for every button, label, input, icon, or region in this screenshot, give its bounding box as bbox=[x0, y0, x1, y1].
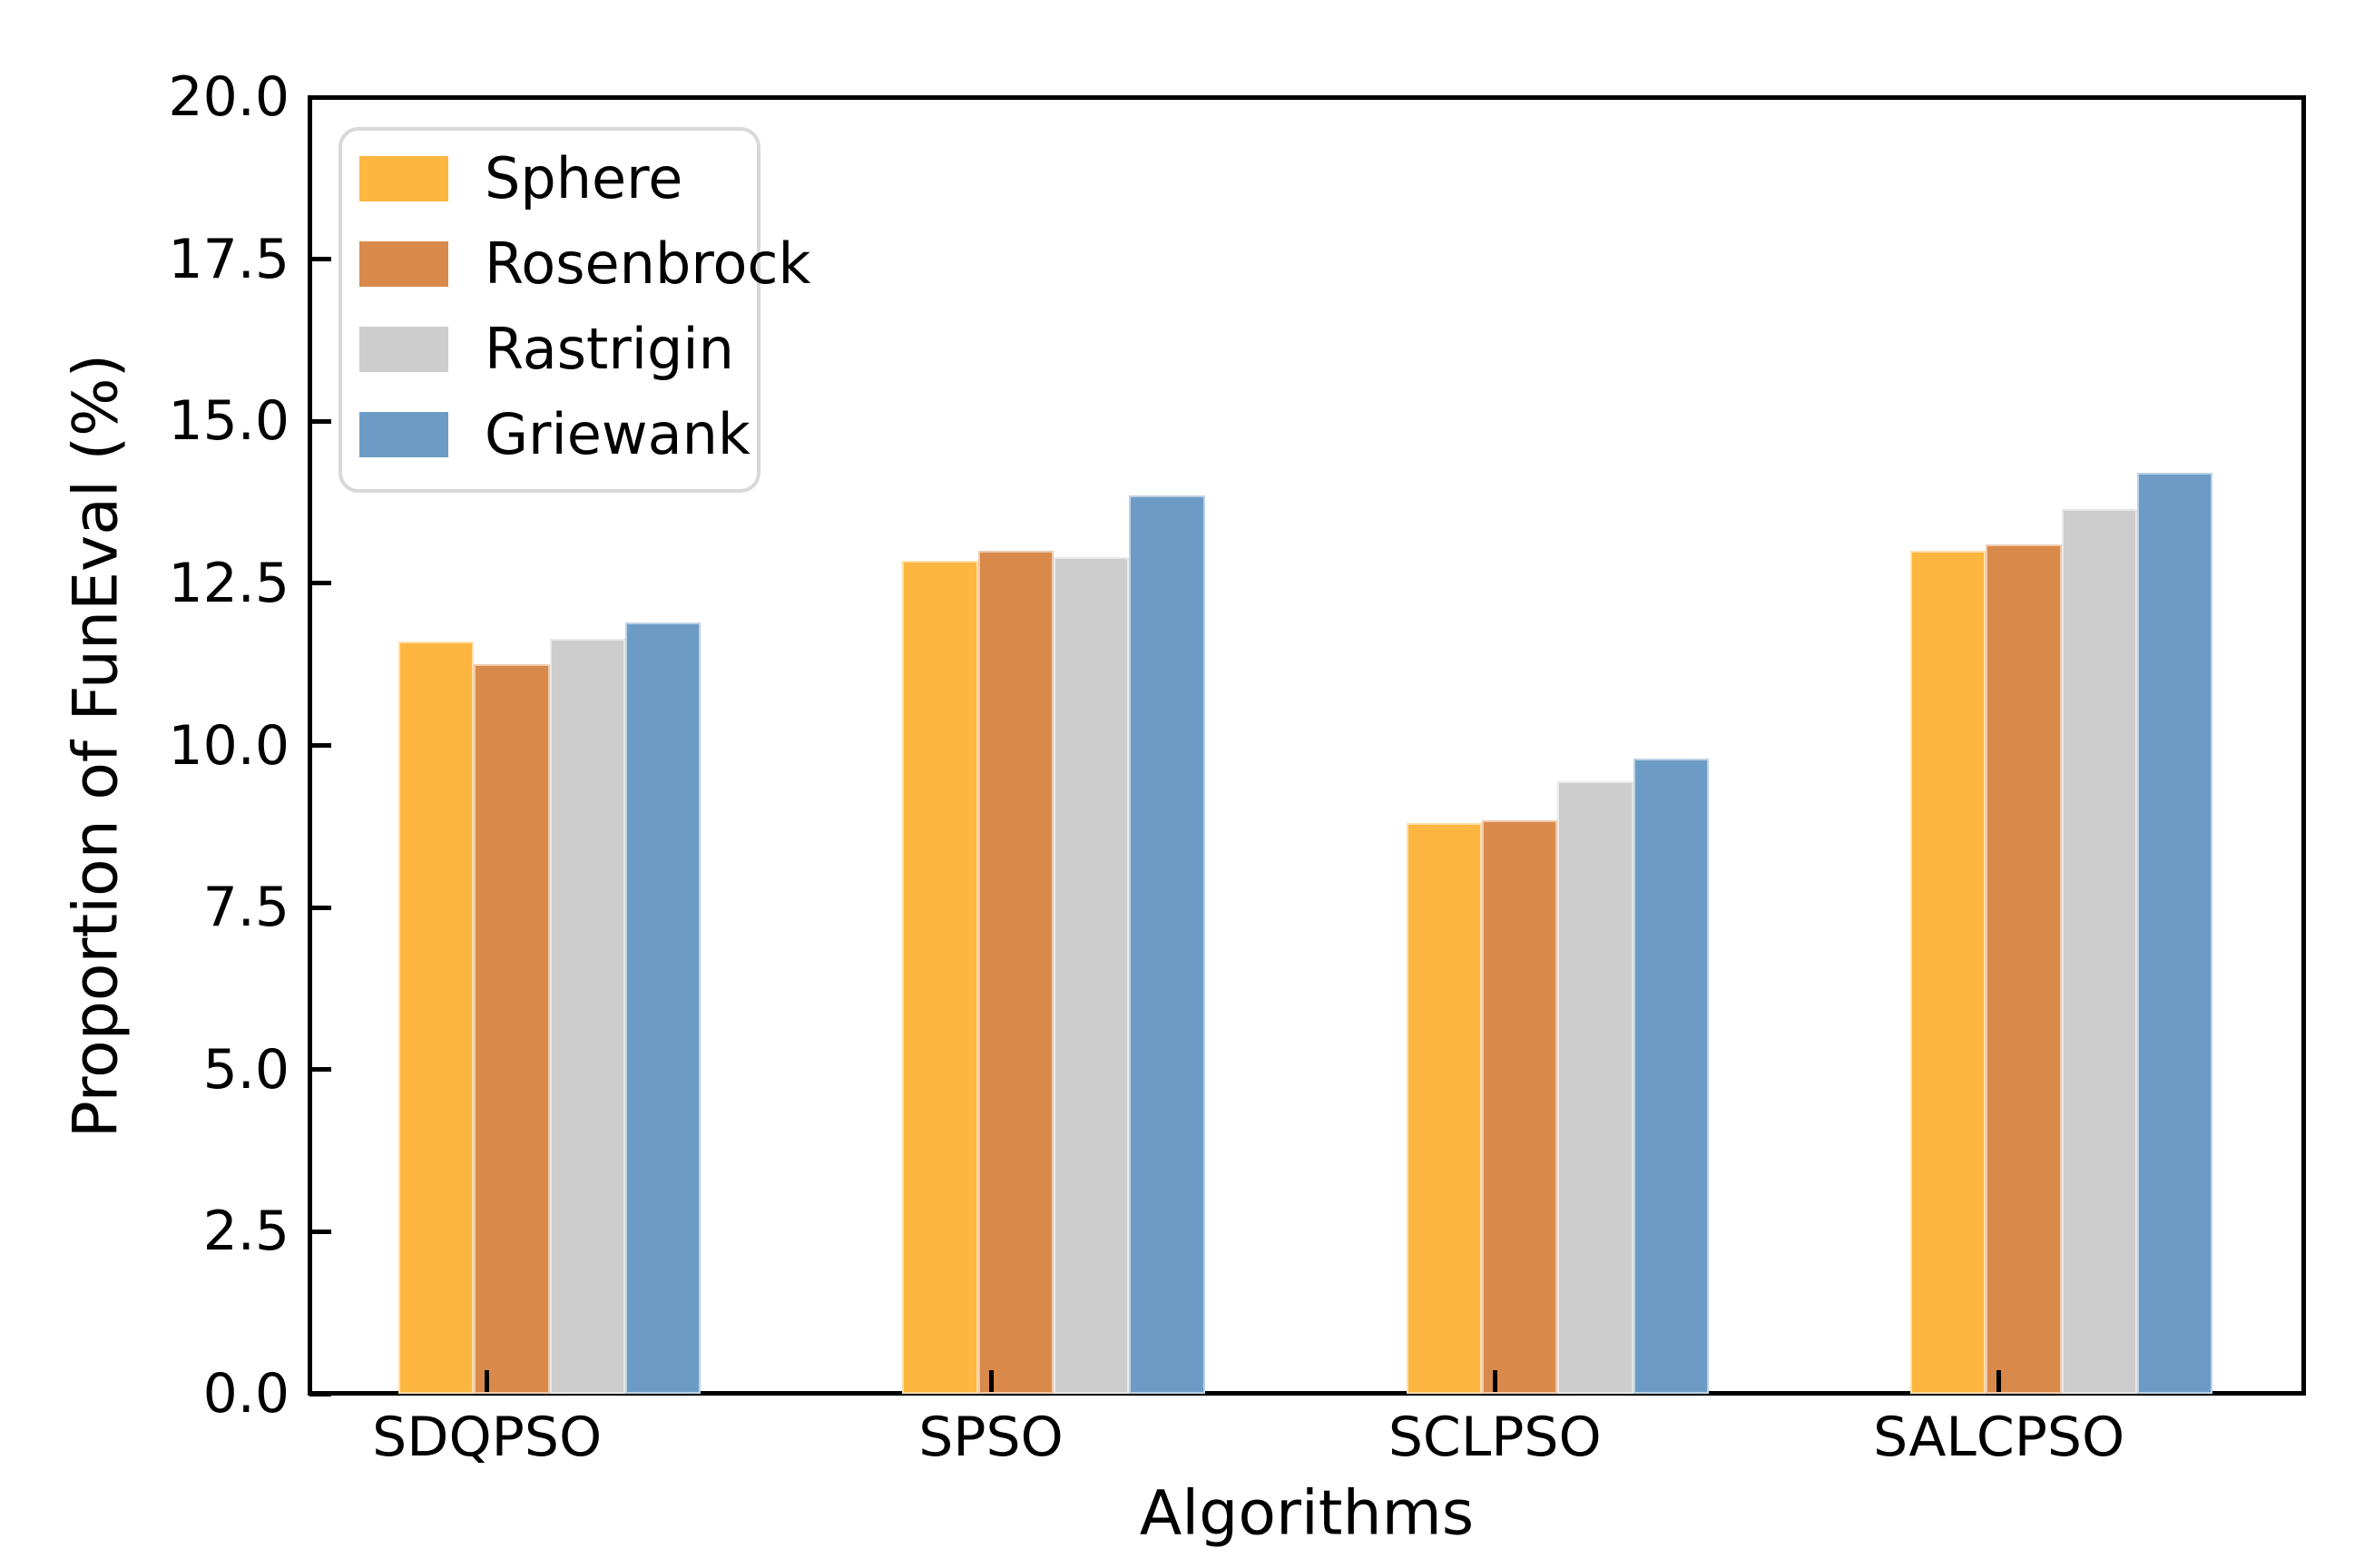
y-tick-mark-7.5 bbox=[309, 905, 331, 910]
bar-spso-rosenbrock bbox=[977, 551, 1054, 1394]
y-tick-mark-0.0 bbox=[309, 1391, 331, 1396]
legend-item-rosenbrock: Rosenbrock bbox=[342, 221, 810, 307]
bar-sclpso-griewank bbox=[1633, 758, 1709, 1394]
legend: Sphere Rosenbrock Rastrigin Griewank bbox=[338, 127, 810, 493]
y-tick-mark-10.0 bbox=[309, 743, 331, 748]
bar-sdqpso-sphere bbox=[398, 642, 475, 1394]
bar-salcpso-griewank bbox=[2137, 473, 2213, 1394]
legend-label-rastrigin: Rastrigin bbox=[485, 316, 734, 382]
legend-label-rosenbrock: Rosenbrock bbox=[485, 230, 811, 297]
y-tick-mark-15.0 bbox=[309, 418, 331, 424]
legend-item-rastrigin: Rastrigin bbox=[342, 307, 757, 392]
x-tick-mark-salcpso bbox=[1996, 1370, 2002, 1392]
bar-sclpso-rastrigin bbox=[1557, 780, 1633, 1394]
x-tick-label-sdqpso: SDQPSO bbox=[372, 1406, 603, 1469]
legend-swatch-griewank bbox=[359, 412, 448, 457]
y-tick-label-12.5: 12.5 bbox=[168, 551, 289, 615]
y-tick-label-20.0: 20.0 bbox=[168, 65, 289, 129]
bar-salcpso-rosenbrock bbox=[1986, 544, 2062, 1394]
x-tick-label-spso: SPSO bbox=[918, 1406, 1064, 1469]
bar-sdqpso-rosenbrock bbox=[474, 664, 550, 1394]
bar-spso-rastrigin bbox=[1054, 557, 1130, 1394]
legend-item-griewank: Griewank bbox=[342, 392, 757, 477]
y-tick-mark-5.0 bbox=[309, 1067, 331, 1073]
legend-swatch-sphere bbox=[359, 156, 448, 201]
legend-swatch-rastrigin bbox=[359, 327, 448, 372]
y-axis-label: Proportion of FunEval (%) bbox=[60, 353, 132, 1139]
bar-sclpso-sphere bbox=[1406, 823, 1482, 1394]
y-tick-label-2.5: 2.5 bbox=[202, 1200, 289, 1264]
y-tick-label-17.5: 17.5 bbox=[168, 227, 289, 291]
x-tick-mark-sclpso bbox=[1492, 1370, 1497, 1392]
y-tick-mark-20.0 bbox=[309, 94, 331, 100]
bar-sclpso-rosenbrock bbox=[1481, 819, 1558, 1394]
legend-label-griewank: Griewank bbox=[485, 401, 750, 467]
bar-sdqpso-rastrigin bbox=[549, 638, 626, 1394]
x-tick-label-salcpso: SALCPSO bbox=[1873, 1406, 2125, 1469]
x-tick-mark-spso bbox=[988, 1370, 994, 1392]
y-tick-mark-12.5 bbox=[309, 581, 331, 586]
y-tick-label-5.0: 5.0 bbox=[202, 1037, 289, 1102]
x-tick-mark-sdqpso bbox=[485, 1370, 490, 1392]
y-tick-label-0.0: 0.0 bbox=[202, 1362, 289, 1426]
bar-salcpso-sphere bbox=[1910, 551, 1987, 1394]
y-tick-mark-2.5 bbox=[309, 1229, 331, 1234]
bar-sdqpso-griewank bbox=[625, 622, 701, 1394]
y-tick-label-10.0: 10.0 bbox=[168, 713, 289, 778]
legend-item-sphere: Sphere bbox=[342, 136, 757, 221]
y-tick-mark-17.5 bbox=[309, 257, 331, 262]
bar-spso-griewank bbox=[1129, 495, 1205, 1394]
y-tick-label-7.5: 7.5 bbox=[202, 876, 289, 940]
y-tick-label-15.0: 15.0 bbox=[168, 389, 289, 454]
legend-label-sphere: Sphere bbox=[485, 145, 683, 211]
legend-swatch-rosenbrock bbox=[359, 241, 448, 287]
x-tick-label-sclpso: SCLPSO bbox=[1388, 1406, 1602, 1469]
x-axis-label: Algorithms bbox=[1139, 1477, 1475, 1550]
bar-spso-sphere bbox=[902, 560, 978, 1394]
bar-salcpso-rastrigin bbox=[2061, 508, 2138, 1394]
